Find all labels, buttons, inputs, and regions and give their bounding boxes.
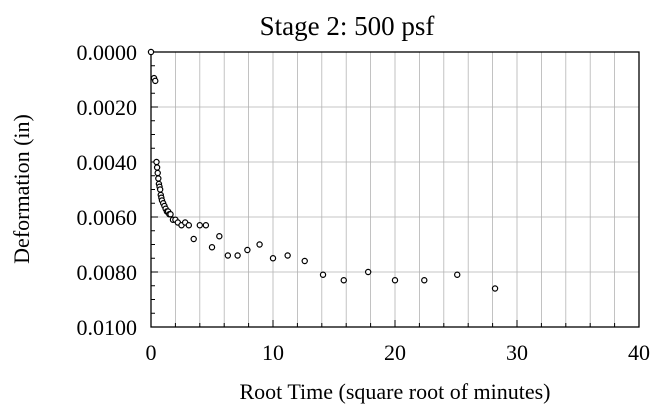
data-point (155, 175, 162, 182)
x-tick-label: 0 (146, 340, 157, 365)
data-point (364, 268, 372, 276)
y-tick-label: 0.0100 (77, 315, 138, 340)
x-tick-label: 30 (506, 340, 528, 365)
data-point (167, 211, 174, 218)
data-point (421, 277, 428, 284)
y-axis-label: Deformation (in) (9, 114, 34, 264)
data-point (153, 164, 161, 171)
data-point (244, 246, 251, 254)
data-point (154, 169, 161, 177)
data-point (152, 77, 159, 85)
data-point (156, 186, 164, 193)
x-tick-label: 40 (628, 340, 650, 365)
x-axis-label: Root Time (square root of minutes) (239, 379, 550, 404)
x-axis-tick-labels: 0 10 20 30 40 (146, 340, 651, 365)
data-point (224, 252, 232, 259)
data-point (202, 222, 210, 229)
data-point (340, 277, 347, 284)
y-tick-label: 0.0080 (77, 260, 138, 285)
data-point (153, 158, 160, 166)
data-point (491, 285, 499, 292)
data-point (216, 233, 223, 240)
y-tick-label: 0.0060 (77, 205, 138, 230)
data-point (319, 271, 327, 278)
x-tick-label: 10 (262, 340, 284, 365)
y-axis-tick-labels: 0.0000 0.0020 0.0040 0.0060 0.0080 0.0100 (77, 40, 138, 340)
data-point (147, 48, 155, 56)
data-point (256, 241, 263, 248)
data-point (208, 244, 216, 251)
y-tick-label: 0.0000 (77, 40, 138, 65)
data-point (391, 277, 399, 284)
data-point (185, 222, 193, 229)
data-point (269, 255, 277, 262)
chart-title: Stage 2: 500 psf (260, 11, 435, 41)
y-tick-label: 0.0040 (77, 150, 138, 175)
data-point (234, 252, 241, 259)
y-tick-label: 0.0020 (77, 95, 138, 120)
data-point (190, 235, 197, 243)
x-tick-label: 20 (384, 340, 406, 365)
data-point (196, 222, 203, 229)
data-points (147, 48, 499, 292)
data-point (454, 271, 461, 278)
data-point (284, 252, 291, 259)
grid (151, 52, 639, 327)
data-point (301, 257, 308, 265)
